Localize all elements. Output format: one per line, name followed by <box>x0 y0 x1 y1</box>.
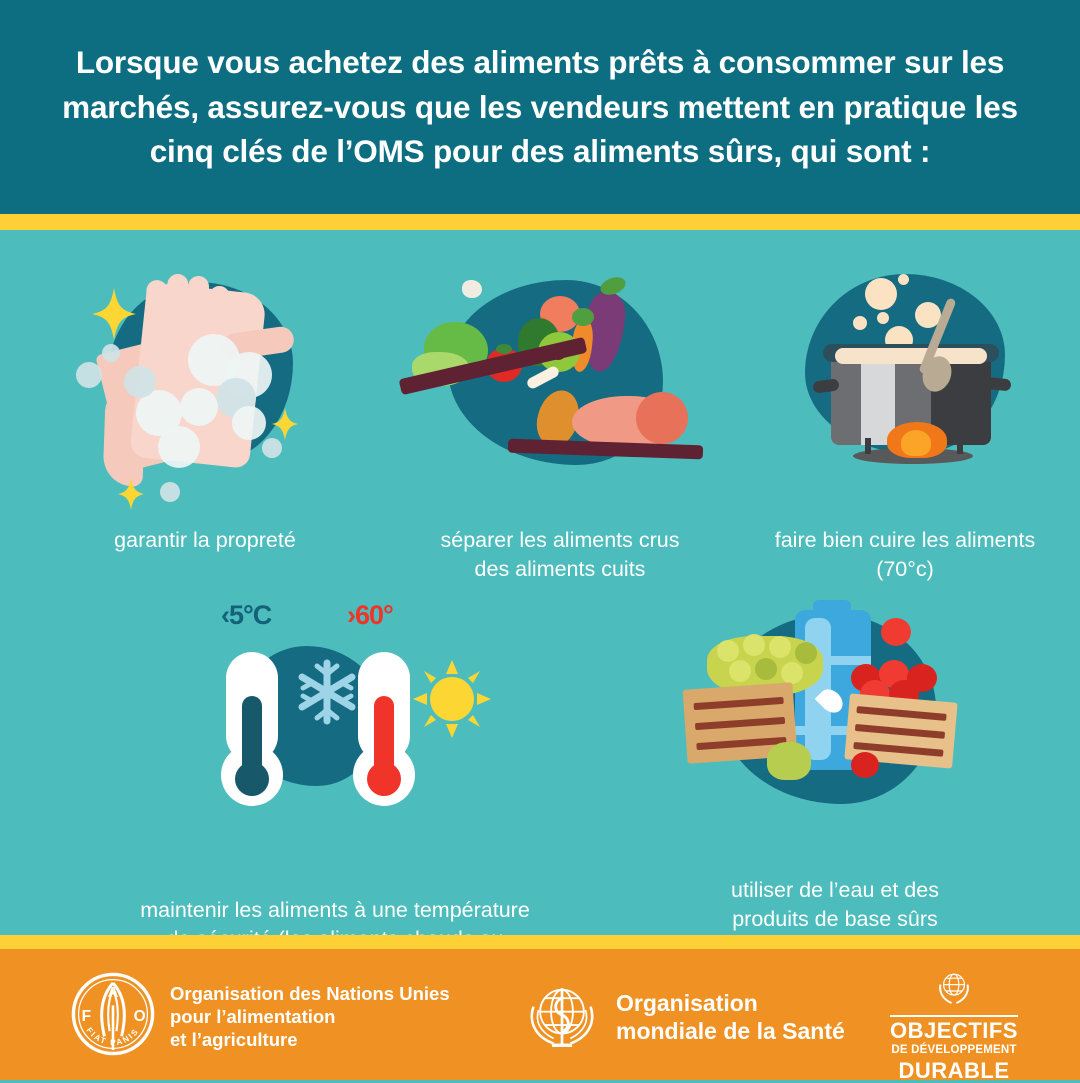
divider-yellow-bottom <box>0 935 1080 949</box>
keys-row-2: ‹5°C ›60° <box>0 600 1080 982</box>
logo-fao: A F O FIAT PANIS Organisation des Nation… <box>70 971 450 1062</box>
carrot-leaf <box>572 308 594 326</box>
soap-bubble <box>124 366 156 398</box>
stove-leg <box>865 438 871 454</box>
soap-bubble <box>262 438 282 458</box>
thermometer-mercury-ball <box>367 762 401 796</box>
logo-sdg: OBJECTIFS DE DÉVELOPPEMENT DURABLE <box>890 967 1018 1082</box>
svg-text:O: O <box>134 1008 146 1025</box>
temperature-labels: ‹5°C ›60° <box>95 600 575 644</box>
header-title: Lorsque vous achetez des aliments prêts … <box>62 43 1018 170</box>
water-jug-stripe <box>795 726 871 735</box>
crate-slat <box>854 724 946 739</box>
fao-emblem-icon: A F O FIAT PANIS <box>70 971 156 1062</box>
thermometer-mercury <box>374 696 394 774</box>
broccoli <box>767 742 811 780</box>
key-caption-2: séparer les aliments crus des aliments c… <box>440 528 680 581</box>
grape <box>717 640 739 662</box>
key-caption-5: utiliser de l’eau et des produits de bas… <box>731 878 939 931</box>
steam-bubble <box>898 274 909 285</box>
raw-cooked-food-icon <box>390 260 730 520</box>
divider-yellow-top <box>0 214 1080 230</box>
pot-contents <box>835 348 987 364</box>
crate-slat <box>693 696 784 711</box>
un-emblem-icon <box>934 967 974 1012</box>
cold-temp-label: ‹5°C <box>221 600 272 630</box>
thermometers-icon: ‹5°C ›60° <box>95 600 575 900</box>
pot-highlight <box>861 350 895 445</box>
svg-text:A: A <box>108 985 119 1001</box>
tomato-leaf <box>496 344 512 354</box>
washing-hands-icon <box>40 260 370 520</box>
grape <box>729 660 751 682</box>
steam-bubble <box>877 312 889 324</box>
water-jug-stripe <box>795 656 871 665</box>
steam-bubble <box>865 278 897 310</box>
steam-bubble <box>853 316 867 330</box>
who-emblem-icon <box>520 973 604 1062</box>
ham-end-shape <box>636 392 688 444</box>
tomato-floating <box>851 752 879 778</box>
soap-bubble <box>232 406 266 440</box>
who-logo-text: Organisation mondiale de la Santé <box>616 989 845 1044</box>
key-caption-3: faire bien cuire les aliments (70°c) <box>774 528 1036 581</box>
key-caption-1: garantir la propreté <box>114 528 296 552</box>
tomato-floating <box>881 618 911 646</box>
safe-water-produce-icon <box>655 600 1015 870</box>
sdg-line-2: DE DÉVELOPPEMENT <box>891 1044 1017 1056</box>
flame-inner <box>901 430 931 456</box>
footer-bar: A F O FIAT PANIS Organisation des Nation… <box>0 949 1080 1082</box>
logo-who: Organisation mondiale de la Santé <box>520 973 845 1062</box>
finger-2 <box>164 273 189 373</box>
svg-text:F: F <box>82 1008 91 1025</box>
soap-bubble <box>76 362 102 388</box>
thermometer-mercury-ball <box>235 762 269 796</box>
thermometer-mercury <box>242 696 262 774</box>
sun-icon <box>413 660 491 743</box>
key-item-2: séparer les aliments crus des aliments c… <box>385 260 735 584</box>
stove-leg <box>957 438 963 454</box>
grape <box>769 636 791 658</box>
key-item-4: ‹5°C ›60° <box>35 600 635 982</box>
grape <box>795 642 817 664</box>
key-item-5: utiliser de l’eau et des produits de bas… <box>635 600 1035 982</box>
grape <box>755 658 777 680</box>
garlic-shape <box>462 280 482 298</box>
crate-slat <box>856 706 947 721</box>
header-banner: Lorsque vous achetez des aliments prêts … <box>0 0 1080 214</box>
soap-bubble <box>160 482 180 502</box>
keys-area: garantir la propreté <box>0 230 1080 980</box>
key-item-3: faire bien cuire les aliments (70°c) <box>735 260 1075 584</box>
sdg-line-3: DURABLE <box>898 1058 1010 1083</box>
hot-temp-label: ›60° <box>347 600 394 630</box>
fao-logo-text: Organisation des Nations Unies pour l’al… <box>170 982 450 1051</box>
soap-bubble <box>180 388 218 426</box>
key-item-1: garantir la propreté <box>25 260 385 584</box>
sdg-divider <box>890 1015 1018 1017</box>
footer-logos: A F O FIAT PANIS Organisation des Nation… <box>0 949 1080 1082</box>
snowflake-icon <box>295 658 359 731</box>
sdg-line-1: OBJECTIFS <box>890 1018 1018 1043</box>
soap-bubble <box>102 344 120 362</box>
sdg-logo-stack: OBJECTIFS DE DÉVELOPPEMENT DURABLE <box>890 967 1018 1082</box>
soap-bubble <box>158 426 200 468</box>
keys-row-1: garantir la propreté <box>0 260 1080 584</box>
grape <box>781 662 803 684</box>
grape <box>743 634 765 656</box>
crate-slat <box>694 716 786 731</box>
cooking-pot-icon <box>735 260 1075 520</box>
